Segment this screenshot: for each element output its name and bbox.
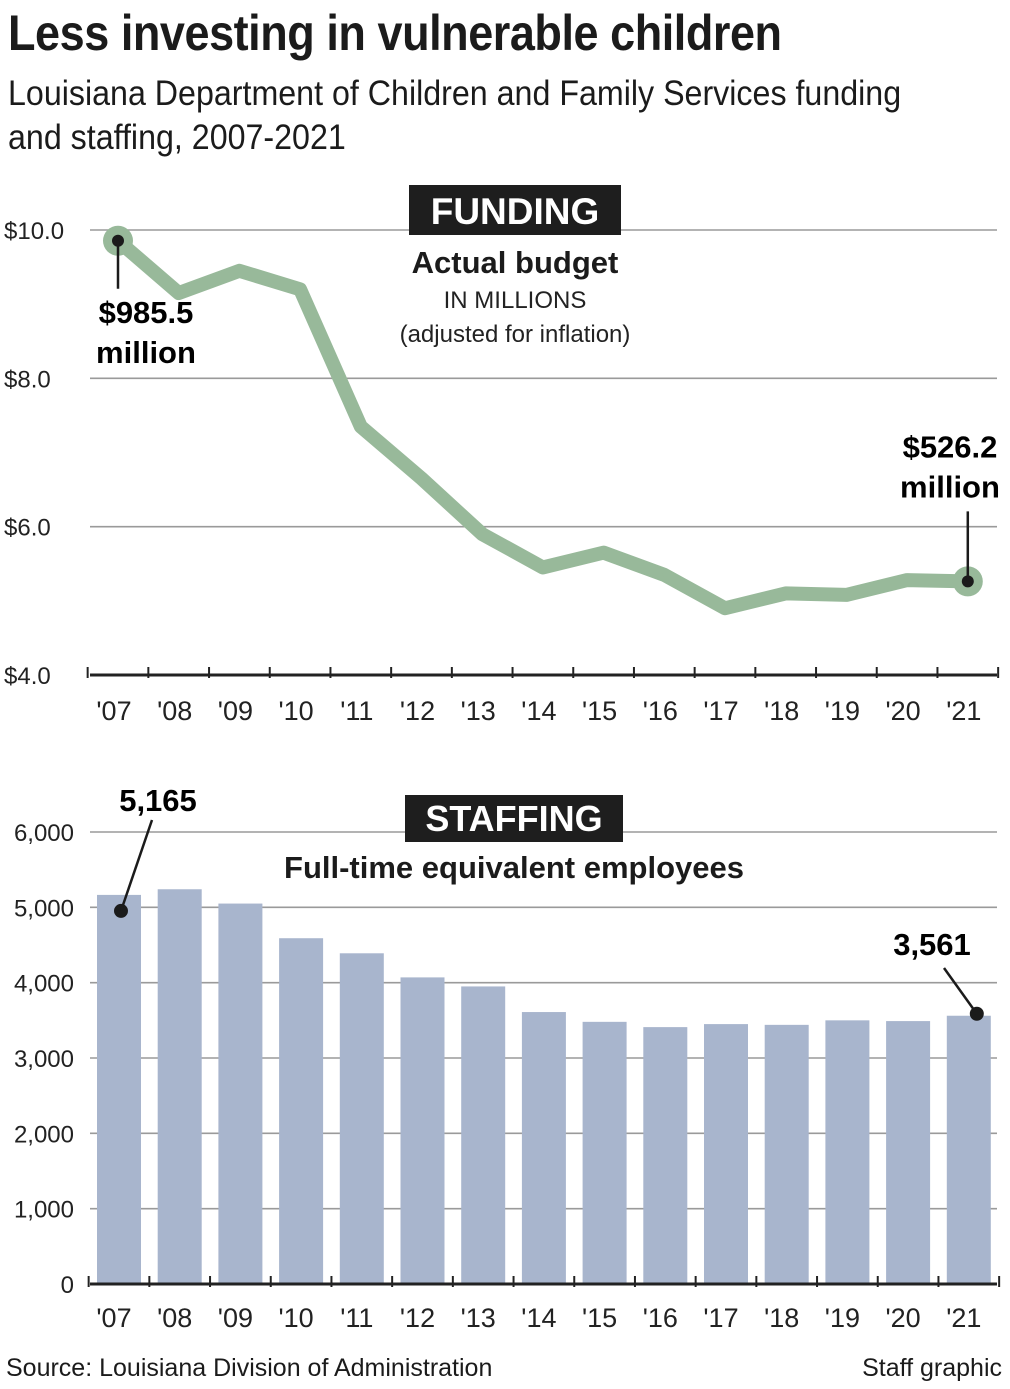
funding-unit-label: IN MILLIONS — [444, 287, 587, 314]
funding-end-value: $526.2 — [903, 429, 998, 464]
x-tick-label: '11 — [340, 696, 373, 726]
y-tick-label: 5,000 — [14, 895, 74, 922]
funding-data-point — [601, 550, 606, 555]
annotation-leader — [942, 967, 978, 1015]
funding-data-point — [480, 532, 485, 537]
x-tick-label: '10 — [279, 696, 314, 726]
staffing-bar — [339, 953, 384, 1284]
x-tick-label: '21 — [946, 696, 981, 726]
funding-end-unit: million — [900, 469, 1000, 504]
staffing-bar — [764, 1024, 809, 1284]
annotation-leader — [119, 819, 154, 912]
staffing-bar — [582, 1021, 627, 1284]
x-tick-label: '15 — [582, 1303, 617, 1333]
staffing-bar — [886, 1021, 931, 1284]
x-tick-label: '08 — [157, 1303, 192, 1333]
staffing-bar — [97, 894, 141, 1284]
y-tick-label: 2,000 — [14, 1121, 74, 1148]
x-tick-label: '19 — [825, 696, 860, 726]
x-tick-label: '11 — [340, 1303, 373, 1333]
staffing-bar — [157, 889, 202, 1284]
x-tick-label: '19 — [825, 1303, 860, 1333]
funding-start-value: $985.5 — [99, 295, 194, 330]
funding-data-point — [237, 268, 242, 273]
y-tick-label: 0 — [61, 1272, 74, 1299]
funding-start-unit: million — [96, 335, 196, 370]
y-tick-label: 3,000 — [14, 1046, 74, 1073]
x-tick-label: '17 — [703, 696, 738, 726]
funding-note: (adjusted for inflation) — [400, 321, 631, 348]
x-tick-label: '16 — [643, 1303, 678, 1333]
y-tick-label: $8.0 — [4, 366, 51, 393]
staffing-bar — [400, 977, 445, 1284]
x-tick-label: '15 — [582, 696, 617, 726]
x-tick-label: '07 — [96, 1303, 131, 1333]
x-tick-label: '07 — [96, 696, 131, 726]
source-note: Source: Louisiana Division of Administra… — [6, 1354, 493, 1382]
x-tick-label: '20 — [886, 696, 921, 726]
staffing-title-box — [405, 795, 623, 842]
funding-data-point — [662, 572, 667, 577]
staffing-bar — [704, 1024, 748, 1284]
x-tick-label: '20 — [886, 1303, 921, 1333]
x-tick-label: '18 — [764, 696, 799, 726]
y-tick-label: 1,000 — [14, 1197, 74, 1224]
y-tick-label: 4,000 — [14, 971, 74, 998]
staffing-bar-chart: 0 1,000 2,000 3,000 4,000 5,000 6,000 '07 '08 '09… — [14, 783, 1001, 1333]
funding-data-point — [298, 287, 303, 292]
funding-data-point — [783, 591, 788, 596]
x-tick-label: '12 — [400, 1303, 435, 1333]
x-tick-label: '13 — [461, 696, 496, 726]
funding-data-point — [905, 578, 910, 583]
x-tick-label: '16 — [643, 696, 678, 726]
x-tick-label: '10 — [279, 1303, 314, 1333]
y-tick-label: $10.0 — [4, 218, 64, 245]
staffing-start-label: 5,165 — [119, 783, 197, 818]
staffing-bar — [279, 938, 324, 1284]
page-title: Less investing in vulnerable children — [8, 5, 782, 61]
staffing-bar — [643, 1027, 688, 1284]
x-tick-label: '17 — [703, 1303, 738, 1333]
x-tick-label: '14 — [521, 1303, 556, 1333]
x-tick-label: '08 — [157, 696, 192, 726]
staffing-bar — [218, 903, 263, 1284]
x-tick-label: '09 — [218, 696, 253, 726]
x-tick-label: '14 — [521, 696, 556, 726]
staffing-bar — [946, 1015, 991, 1284]
funding-data-point — [176, 291, 181, 296]
funding-title: FUNDING — [431, 191, 600, 232]
funding-data-point — [540, 565, 545, 570]
staff-credit: Staff graphic — [862, 1354, 1002, 1382]
funding-data-point — [358, 424, 363, 429]
staffing-bar — [825, 1020, 870, 1284]
staffing-subtitle: Full-time equivalent employees — [284, 850, 744, 885]
x-tick-label: '13 — [461, 1303, 496, 1333]
staffing-end-label: 3,561 — [893, 927, 971, 962]
x-tick-label: '12 — [400, 696, 435, 726]
funding-line-chart: $4.0 $6.0 $8.0 $10.0 '07 '08 '09 '10 '11 '12 '13 '1… — [4, 185, 1000, 726]
staffing-title: STAFFING — [425, 798, 602, 839]
x-tick-label: '09 — [218, 1303, 253, 1333]
funding-data-point — [723, 606, 727, 611]
y-tick-label: 6,000 — [14, 820, 74, 847]
y-tick-label: $4.0 — [4, 663, 51, 690]
staffing-bar — [521, 1012, 566, 1284]
funding-subtitle: Actual budget — [412, 245, 619, 280]
x-tick-label: '21 — [946, 1303, 981, 1333]
x-tick-label: '18 — [764, 1303, 799, 1333]
funding-data-point — [419, 476, 424, 481]
y-tick-label: $6.0 — [4, 515, 51, 542]
staffing-bar — [461, 986, 506, 1284]
page-subtitle: Louisiana Department of Children and Fam… — [8, 74, 902, 157]
funding-title-box — [409, 185, 621, 235]
funding-data-point — [844, 592, 849, 597]
